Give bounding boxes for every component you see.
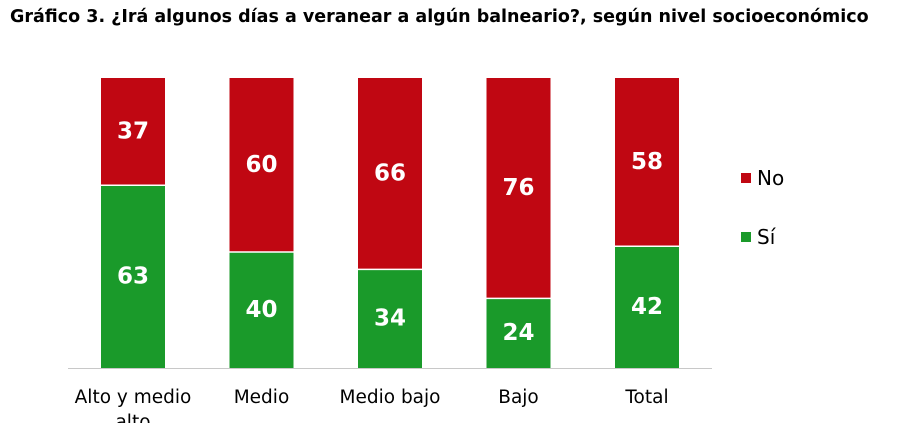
bar-no-bajo (486, 78, 551, 299)
x-tick-label-total: Total (624, 387, 668, 408)
data-label-no-medio-bajo: 66 (374, 161, 406, 187)
data-label-si-medio-bajo: 34 (374, 306, 406, 332)
x-tick-label-medio-bajo: Medio bajo (340, 387, 441, 408)
data-label-no-bajo: 76 (502, 175, 534, 201)
data-label-si-alto-y-medio-alto: 63 (117, 264, 149, 290)
legend-label-no: No (757, 166, 784, 190)
data-label-si-total: 42 (631, 294, 663, 320)
bar-si-bajo (486, 298, 551, 368)
bar-si-medio-bajo (358, 269, 422, 368)
bar-no-alto-y-medio-alto (101, 78, 165, 186)
data-label-no-medio: 60 (245, 152, 277, 178)
data-label-si-bajo: 24 (502, 320, 534, 346)
data-label-no-total: 58 (631, 149, 663, 175)
legend-label-si: Sí (757, 225, 777, 249)
data-label-no-alto-y-medio-alto: 37 (117, 119, 149, 145)
bar-si-alto-y-medio-alto (101, 185, 165, 368)
bar-no-medio-bajo (358, 78, 422, 270)
category-labels: Alto y medio alto Medio Medio bajo Bajo Total (75, 387, 669, 423)
bar-no-total (615, 78, 679, 247)
bar-si-medio (229, 252, 294, 368)
bar-si-total (615, 246, 679, 368)
labels-layer: 63 37 40 60 34 66 24 76 42 58 (117, 119, 663, 347)
legend-swatch-si (741, 232, 751, 242)
legend: No Sí (741, 166, 784, 249)
x-tick-label-bajo: Bajo (498, 387, 539, 408)
x-tick-label-medio: Medio (234, 387, 290, 408)
chart-title: Gráfico 3. ¿Irá algunos días a veranear … (10, 7, 869, 27)
legend-swatch-no (741, 173, 751, 183)
data-label-si-medio: 40 (245, 297, 277, 323)
x-tick-label-alto-y-medio-alto: Alto y medio alto (75, 387, 192, 423)
bar-no-medio (229, 78, 294, 252)
bars-layer (101, 78, 679, 368)
